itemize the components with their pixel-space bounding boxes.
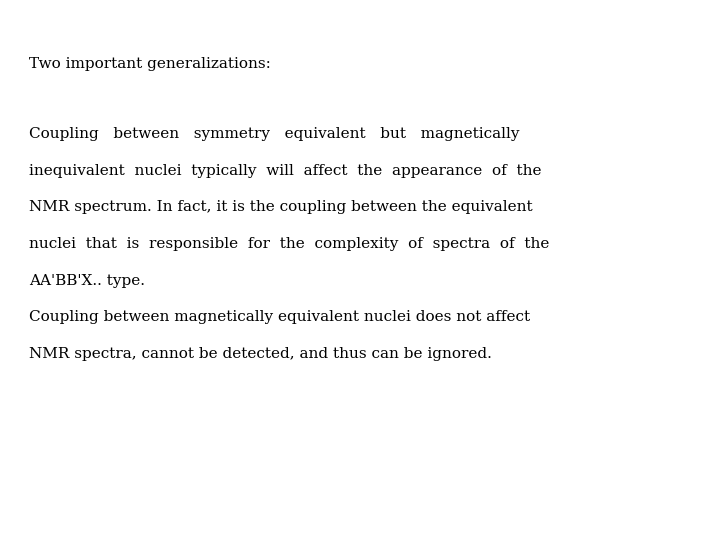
Text: NMR spectrum. In fact, it is the coupling between the equivalent: NMR spectrum. In fact, it is the couplin… (29, 200, 532, 214)
Text: nuclei  that  is  responsible  for  the  complexity  of  spectra  of  the: nuclei that is responsible for the compl… (29, 237, 549, 251)
Text: AA'BB'X.. type.: AA'BB'X.. type. (29, 274, 145, 288)
Text: Coupling between magnetically equivalent nuclei does not affect: Coupling between magnetically equivalent… (29, 310, 530, 325)
Text: NMR spectra, cannot be detected, and thus can be ignored.: NMR spectra, cannot be detected, and thu… (29, 347, 492, 361)
Text: Coupling   between   symmetry   equivalent   but   magnetically: Coupling between symmetry equivalent but… (29, 127, 519, 141)
Text: Two important generalizations:: Two important generalizations: (29, 57, 271, 71)
Text: inequivalent  nuclei  typically  will  affect  the  appearance  of  the: inequivalent nuclei typically will affec… (29, 164, 541, 178)
